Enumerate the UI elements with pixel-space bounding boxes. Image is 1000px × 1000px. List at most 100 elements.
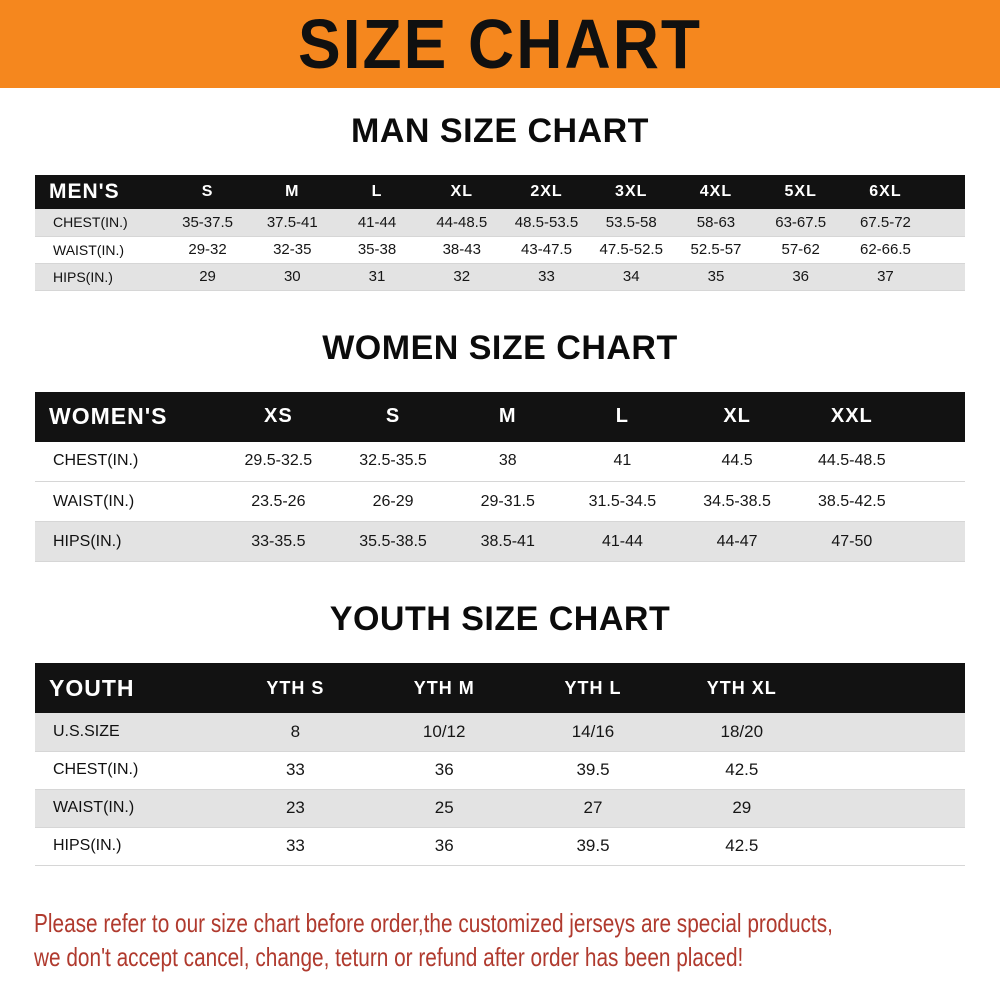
spacer-cell: [816, 751, 965, 789]
size-value: 48.5-53.5: [514, 213, 579, 231]
size-value: 29.5-32.5: [244, 452, 313, 470]
spacer-cell: [816, 663, 965, 713]
column-header: XL: [679, 391, 795, 442]
size-value: 35-37.5: [182, 213, 233, 231]
size-value: 58-63: [696, 213, 736, 231]
size-value: 39.5: [576, 836, 610, 855]
size-value: 57-62: [781, 241, 820, 258]
men-section-heading: MAN SIZE CHART: [351, 112, 649, 150]
size-value: 29-31.5: [480, 492, 535, 510]
column-header: XS: [221, 391, 336, 442]
size-row: HIPS(IN.) 29 30 31 32 33 34 35 36 37: [35, 263, 965, 290]
notice-line-1: Please refer to our size chart before or…: [34, 907, 833, 938]
column-header: YTH L: [518, 663, 668, 713]
row-label: CHEST(IN.): [53, 452, 139, 470]
size-value: 35: [707, 268, 725, 285]
size-value: 32: [453, 268, 471, 285]
size-row: CHEST(IN.) 29.5-32.5 32.5-35.5 38 41 44.5 44.5…: [35, 442, 965, 482]
row-label: CHEST(IN.): [53, 761, 139, 778]
banner: SIZE CHART: [0, 0, 1000, 88]
men-size-table: MEN'S S M L XL 2XL 3XL 4XL 5XL 6XL CHEST(IN.) 35-37…: [35, 175, 965, 291]
size-row: CHEST(IN.) 35-37.5 37.5-41 41-44 44-48.5 48.5…: [35, 209, 965, 236]
size-value: 33: [285, 760, 305, 779]
column-header: 2XL: [504, 175, 589, 209]
size-value: 35.5-38.5: [359, 532, 427, 550]
size-value: 29: [732, 798, 752, 817]
row-label: HIPS(IN.): [53, 532, 122, 550]
size-value: 44-47: [716, 532, 758, 550]
size-value: 26-29: [372, 492, 414, 510]
size-value: 8: [290, 721, 301, 741]
size-value: 44-48.5: [436, 213, 488, 231]
size-value: 36: [792, 268, 810, 285]
size-value: 44.5-48.5: [818, 452, 886, 470]
size-value: 52.5-57: [690, 241, 742, 258]
spacer-cell: [816, 789, 965, 827]
column-header: L: [565, 391, 680, 442]
row-label: WAIST(IN.): [53, 241, 125, 258]
header-row: MEN'S S M L XL 2XL 3XL 4XL 5XL 6XL: [35, 175, 965, 209]
column-header: XL: [419, 175, 505, 209]
column-header: YTH S: [221, 663, 370, 713]
size-value: 23: [285, 798, 305, 817]
size-row: U.S.SIZE 8 10/12 14/16 18/20: [35, 713, 965, 751]
women-size-section: WOMEN SIZE CHART WOMEN'S XS S M L XL XXL CHEST(…: [0, 329, 1000, 563]
size-value: 47-50: [831, 532, 873, 550]
spacer-cell: [909, 391, 965, 442]
size-row: WAIST(IN.) 29-32 32-35 35-38 38-43 43-47.5 47.…: [35, 236, 965, 263]
size-value: 53.5-58: [605, 213, 657, 231]
row-label: HIPS(IN.): [53, 268, 113, 285]
column-header: 3XL: [588, 175, 674, 209]
youth-size-section: YOUTH SIZE CHART YOUTH YTH S YTH M YTH L YTH…: [0, 600, 1000, 866]
header-row: YOUTH YTH S YTH M YTH L YTH XL: [35, 663, 965, 713]
column-header: YTH XL: [667, 663, 817, 713]
spacer-cell: [909, 482, 965, 522]
spacer-cell: [909, 522, 965, 562]
size-value: 18/20: [720, 721, 764, 741]
size-value: 32.5-35.5: [359, 452, 427, 470]
size-value: 37.5-41: [266, 213, 318, 231]
size-row: WAIST(IN.) 23 25 27 29: [35, 789, 965, 827]
size-value: 29-32: [188, 241, 227, 258]
size-value: 38.5-42.5: [818, 492, 886, 510]
row-label: HIPS(IN.): [53, 837, 122, 854]
size-value: 42.5: [725, 760, 759, 779]
spacer-cell: [928, 236, 965, 263]
size-value: 33-35.5: [251, 532, 306, 550]
size-row: HIPS(IN.) 33 36 39.5 42.5: [35, 827, 965, 865]
size-value: 25: [434, 798, 454, 817]
spacer-cell: [909, 442, 965, 482]
size-value: 47.5-52.5: [599, 241, 663, 258]
size-value: 32-35: [273, 241, 312, 258]
column-header: 6XL: [843, 175, 928, 209]
size-value: 38-43: [442, 241, 481, 258]
spacer-cell: [928, 263, 965, 290]
size-value: 41-44: [357, 213, 397, 231]
size-value: 33: [538, 268, 555, 285]
size-value: 35-38: [357, 241, 397, 258]
size-value: 10/12: [422, 721, 466, 741]
women-section-heading: WOMEN SIZE CHART: [322, 328, 678, 367]
women-size-table: WOMEN'S XS S M L XL XXL CHEST(IN.) 29.5-32.5 32.5…: [35, 391, 965, 563]
header-row: WOMEN'S XS S M L XL XXL: [35, 391, 965, 442]
table-title: MEN'S: [35, 175, 166, 209]
size-value: 38.5-41: [480, 532, 535, 550]
size-value: 36: [434, 760, 454, 779]
size-row: CHEST(IN.) 33 36 39.5 42.5: [35, 751, 965, 789]
spacer-cell: [928, 209, 965, 236]
column-header: L: [334, 175, 420, 209]
youth-size-table: YOUTH YTH S YTH M YTH L YTH XL U.S.SIZE 8 10/12…: [35, 663, 965, 866]
size-row: WAIST(IN.) 23.5-26 26-29 29-31.5 31.5-34.5 34…: [35, 482, 965, 522]
size-value: 36: [434, 836, 454, 855]
spacer-cell: [816, 827, 965, 865]
size-value: 31: [368, 268, 386, 285]
column-header: 4XL: [673, 175, 759, 209]
size-value: 43-47.5: [521, 241, 572, 258]
size-value: 42.5: [725, 836, 759, 855]
table-title: YOUTH: [35, 663, 221, 713]
row-label: WAIST(IN.): [53, 799, 135, 816]
table-title: WOMEN'S: [35, 391, 221, 442]
column-header: S: [335, 391, 451, 442]
size-value: 62-66.5: [860, 241, 911, 258]
size-value: 41: [613, 452, 632, 470]
